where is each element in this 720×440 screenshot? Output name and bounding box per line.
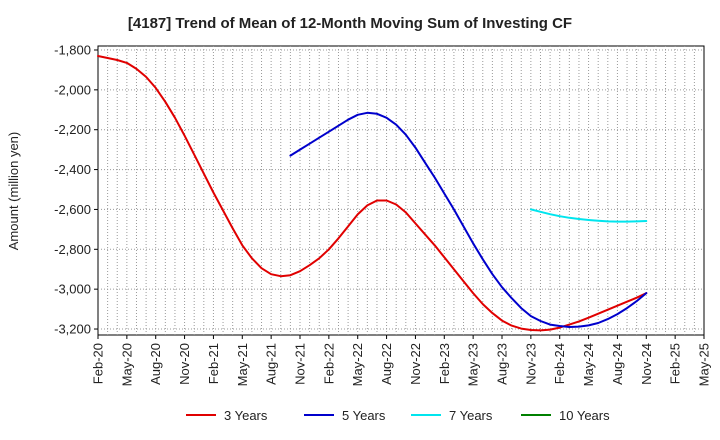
x-tick-label: May-23 <box>466 343 481 386</box>
chart-title: [4187] Trend of Mean of 12-Month Moving … <box>128 15 572 32</box>
x-axis-ticks: Feb-20 May-20 Aug-20 Nov-20 Feb-21 May-21 Aug-… <box>91 335 712 386</box>
x-tick-label: May-25 <box>697 343 712 386</box>
y-tick-label: -2,200 <box>54 122 91 137</box>
x-tick-label: Nov-22 <box>408 343 423 385</box>
x-tick-label: Nov-24 <box>639 343 654 385</box>
legend-label-3-years: 3 Years <box>224 408 268 423</box>
x-tick-label: Aug-24 <box>610 343 625 385</box>
legend-label-5-years: 5 Years <box>342 408 386 423</box>
y-tick-label: -3,000 <box>54 282 91 297</box>
series-line-7-years <box>529 208 648 223</box>
legend-label-7-years: 7 Years <box>449 408 493 423</box>
x-tick-label: Feb-22 <box>321 343 336 384</box>
legend: 3 Years 5 Years 7 Years 10 Years <box>186 408 610 423</box>
y-tick-label: -2,000 <box>54 82 91 97</box>
x-tick-label: Nov-21 <box>293 343 308 385</box>
y-tick-label: -2,800 <box>54 242 91 257</box>
y-axis-label: Amount (million yen) <box>6 132 21 251</box>
x-tick-label: Aug-20 <box>148 343 163 385</box>
y-tick-label: -3,200 <box>54 322 91 337</box>
y-tick-label: -2,600 <box>54 202 91 217</box>
x-tick-label: May-24 <box>581 343 596 386</box>
legend-label-10-years: 10 Years <box>559 408 610 423</box>
y-tick-label: -1,800 <box>54 42 91 57</box>
x-tick-label: Aug-21 <box>264 343 279 385</box>
y-tick-label: -2,400 <box>54 162 91 177</box>
series-lines <box>97 55 648 332</box>
x-tick-label: Feb-21 <box>206 343 221 384</box>
grid-lines <box>98 46 704 335</box>
x-tick-label: Nov-23 <box>523 343 538 385</box>
x-tick-label: Feb-25 <box>668 343 683 384</box>
x-tick-label: May-21 <box>235 343 250 386</box>
x-tick-label: Feb-20 <box>91 343 106 384</box>
y-axis-ticks: -1,800 -2,000 -2,200 -2,400 -2,600 -2,800 -3,0… <box>54 42 98 337</box>
x-tick-label: Aug-22 <box>379 343 394 385</box>
x-tick-label: Nov-20 <box>177 343 192 385</box>
x-tick-label: Feb-23 <box>437 343 452 384</box>
series-line-5-years <box>289 111 648 328</box>
x-tick-label: Aug-23 <box>495 343 510 385</box>
x-tick-label: Feb-24 <box>552 343 567 384</box>
plot-area <box>97 45 705 336</box>
x-tick-label: May-20 <box>119 343 134 386</box>
x-tick-label: May-22 <box>350 343 365 386</box>
series-line-3-years <box>97 55 648 332</box>
